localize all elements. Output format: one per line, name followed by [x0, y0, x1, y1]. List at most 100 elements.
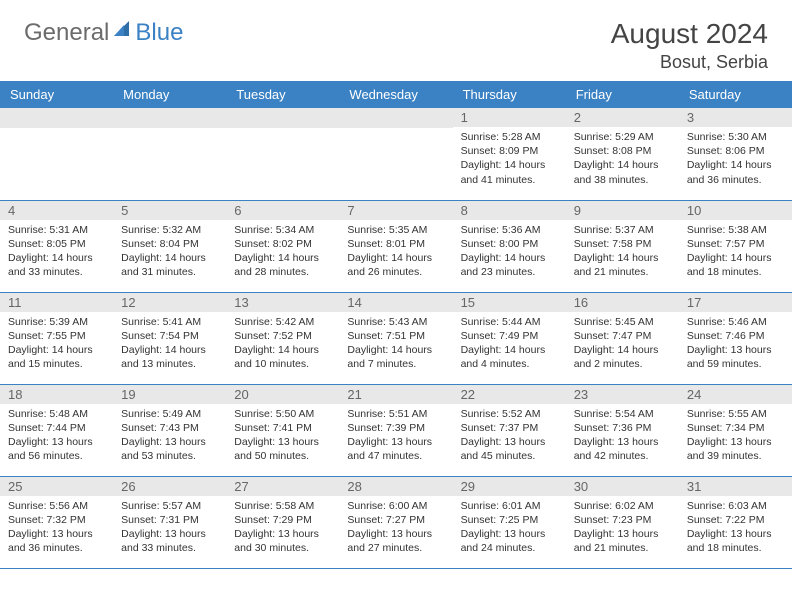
- day-header: Saturday: [679, 81, 792, 108]
- day-number: [339, 108, 452, 128]
- day-number: 8: [453, 201, 566, 220]
- calendar-day-cell: 21Sunrise: 5:51 AMSunset: 7:39 PMDayligh…: [339, 384, 452, 476]
- day-number: [0, 108, 113, 128]
- calendar-day-cell: 1Sunrise: 5:28 AMSunset: 8:09 PMDaylight…: [453, 108, 566, 200]
- day-number: 6: [226, 201, 339, 220]
- day-info-line: Daylight: 13 hours and 30 minutes.: [234, 527, 331, 555]
- calendar-day-cell: 9Sunrise: 5:37 AMSunset: 7:58 PMDaylight…: [566, 200, 679, 292]
- day-number: 26: [113, 477, 226, 496]
- day-number: 23: [566, 385, 679, 404]
- day-info-line: Sunrise: 5:49 AM: [121, 407, 218, 421]
- day-info-line: Daylight: 13 hours and 27 minutes.: [347, 527, 444, 555]
- day-info-line: Sunset: 7:58 PM: [574, 237, 671, 251]
- day-info-line: Sunrise: 5:58 AM: [234, 499, 331, 513]
- day-info: Sunrise: 5:52 AMSunset: 7:37 PMDaylight:…: [453, 404, 566, 467]
- day-info-line: Daylight: 14 hours and 28 minutes.: [234, 251, 331, 279]
- day-info-line: Daylight: 13 hours and 39 minutes.: [687, 435, 784, 463]
- day-info-line: Sunset: 7:49 PM: [461, 329, 558, 343]
- day-info-line: Daylight: 14 hours and 36 minutes.: [687, 158, 784, 186]
- calendar-week-row: 4Sunrise: 5:31 AMSunset: 8:05 PMDaylight…: [0, 200, 792, 292]
- day-header: Sunday: [0, 81, 113, 108]
- day-number: 7: [339, 201, 452, 220]
- day-info: Sunrise: 6:00 AMSunset: 7:27 PMDaylight:…: [339, 496, 452, 559]
- day-info: Sunrise: 5:55 AMSunset: 7:34 PMDaylight:…: [679, 404, 792, 467]
- calendar-week-row: 25Sunrise: 5:56 AMSunset: 7:32 PMDayligh…: [0, 476, 792, 568]
- day-info-line: Sunrise: 5:38 AM: [687, 223, 784, 237]
- day-info-line: Daylight: 13 hours and 45 minutes.: [461, 435, 558, 463]
- calendar-day-cell: 7Sunrise: 5:35 AMSunset: 8:01 PMDaylight…: [339, 200, 452, 292]
- day-info-line: Daylight: 13 hours and 24 minutes.: [461, 527, 558, 555]
- day-info-line: Sunset: 8:02 PM: [234, 237, 331, 251]
- calendar-day-cell: 18Sunrise: 5:48 AMSunset: 7:44 PMDayligh…: [0, 384, 113, 476]
- day-header: Thursday: [453, 81, 566, 108]
- day-info-line: Daylight: 14 hours and 21 minutes.: [574, 251, 671, 279]
- day-info-line: Sunrise: 5:31 AM: [8, 223, 105, 237]
- day-info-line: Sunset: 7:47 PM: [574, 329, 671, 343]
- calendar-day-cell: 22Sunrise: 5:52 AMSunset: 7:37 PMDayligh…: [453, 384, 566, 476]
- day-number: 27: [226, 477, 339, 496]
- day-info: Sunrise: 5:48 AMSunset: 7:44 PMDaylight:…: [0, 404, 113, 467]
- day-info-line: Sunrise: 5:50 AM: [234, 407, 331, 421]
- day-info-line: Sunset: 8:04 PM: [121, 237, 218, 251]
- day-info: Sunrise: 5:58 AMSunset: 7:29 PMDaylight:…: [226, 496, 339, 559]
- calendar-day-cell: 20Sunrise: 5:50 AMSunset: 7:41 PMDayligh…: [226, 384, 339, 476]
- day-number: 25: [0, 477, 113, 496]
- logo-text-1: General: [24, 19, 109, 47]
- day-header: Monday: [113, 81, 226, 108]
- day-info-line: Sunrise: 5:46 AM: [687, 315, 784, 329]
- day-number: [113, 108, 226, 128]
- day-info-line: Sunrise: 5:51 AM: [347, 407, 444, 421]
- day-info-line: Sunrise: 5:52 AM: [461, 407, 558, 421]
- day-info-line: Sunset: 7:46 PM: [687, 329, 784, 343]
- calendar-day-cell: 6 Sunrise: 5:34 AMSunset: 8:02 PMDaylight…: [226, 200, 339, 292]
- day-info-line: Daylight: 14 hours and 41 minutes.: [461, 158, 558, 186]
- day-info: Sunrise: 5:30 AMSunset: 8:06 PMDaylight:…: [679, 127, 792, 190]
- day-info-line: Daylight: 14 hours and 23 minutes.: [461, 251, 558, 279]
- day-info: Sunrise: 6:03 AMSunset: 7:22 PMDaylight:…: [679, 496, 792, 559]
- calendar-day-cell: 5Sunrise: 5:32 AMSunset: 8:04 PMDaylight…: [113, 200, 226, 292]
- day-info-line: Daylight: 13 hours and 47 minutes.: [347, 435, 444, 463]
- day-info: Sunrise: 5:29 AMSunset: 8:08 PMDaylight:…: [566, 127, 679, 190]
- day-number: 10: [679, 201, 792, 220]
- day-info-line: Sunrise: 5:32 AM: [121, 223, 218, 237]
- calendar-day-cell: 17Sunrise: 5:46 AMSunset: 7:46 PMDayligh…: [679, 292, 792, 384]
- day-info-line: Sunset: 7:29 PM: [234, 513, 331, 527]
- day-info-line: Sunrise: 5:35 AM: [347, 223, 444, 237]
- day-number: 28: [339, 477, 452, 496]
- day-info-line: Sunrise: 5:55 AM: [687, 407, 784, 421]
- day-info-line: Sunset: 7:51 PM: [347, 329, 444, 343]
- day-number: 9: [566, 201, 679, 220]
- day-info: Sunrise: 5:44 AMSunset: 7:49 PMDaylight:…: [453, 312, 566, 375]
- day-number: 20: [226, 385, 339, 404]
- sail-icon: [111, 18, 133, 47]
- calendar-header-row: SundayMondayTuesdayWednesdayThursdayFrid…: [0, 81, 792, 108]
- day-info-line: Sunrise: 5:39 AM: [8, 315, 105, 329]
- day-info-line: Daylight: 14 hours and 7 minutes.: [347, 343, 444, 371]
- day-number: 15: [453, 293, 566, 312]
- day-number: 12: [113, 293, 226, 312]
- header: General Blue August 2024 Bosut, Serbia: [0, 0, 792, 81]
- day-number: 4: [0, 201, 113, 220]
- day-info-line: Sunrise: 5:34 AM: [234, 223, 331, 237]
- day-info-line: Sunset: 7:52 PM: [234, 329, 331, 343]
- day-info-line: Sunset: 7:55 PM: [8, 329, 105, 343]
- logo-text-2: Blue: [135, 19, 183, 47]
- calendar-day-cell: 27Sunrise: 5:58 AMSunset: 7:29 PMDayligh…: [226, 476, 339, 568]
- calendar-day-cell: [339, 108, 452, 200]
- day-info-line: Sunrise: 5:41 AM: [121, 315, 218, 329]
- day-info-line: Sunrise: 5:44 AM: [461, 315, 558, 329]
- day-info-line: Daylight: 13 hours and 56 minutes.: [8, 435, 105, 463]
- day-info-line: Sunset: 7:39 PM: [347, 421, 444, 435]
- day-info-line: Daylight: 13 hours and 59 minutes.: [687, 343, 784, 371]
- day-number: 5: [113, 201, 226, 220]
- day-info-line: Sunset: 7:54 PM: [121, 329, 218, 343]
- calendar-day-cell: 3Sunrise: 5:30 AMSunset: 8:06 PMDaylight…: [679, 108, 792, 200]
- calendar-day-cell: 31Sunrise: 6:03 AMSunset: 7:22 PMDayligh…: [679, 476, 792, 568]
- calendar-day-cell: [0, 108, 113, 200]
- day-info: Sunrise: 5:28 AMSunset: 8:09 PMDaylight:…: [453, 127, 566, 190]
- day-number: 2: [566, 108, 679, 127]
- day-number: 11: [0, 293, 113, 312]
- day-info: Sunrise: 5:36 AMSunset: 8:00 PMDaylight:…: [453, 220, 566, 283]
- day-info-line: Daylight: 13 hours and 18 minutes.: [687, 527, 784, 555]
- calendar-day-cell: 13Sunrise: 5:42 AMSunset: 7:52 PMDayligh…: [226, 292, 339, 384]
